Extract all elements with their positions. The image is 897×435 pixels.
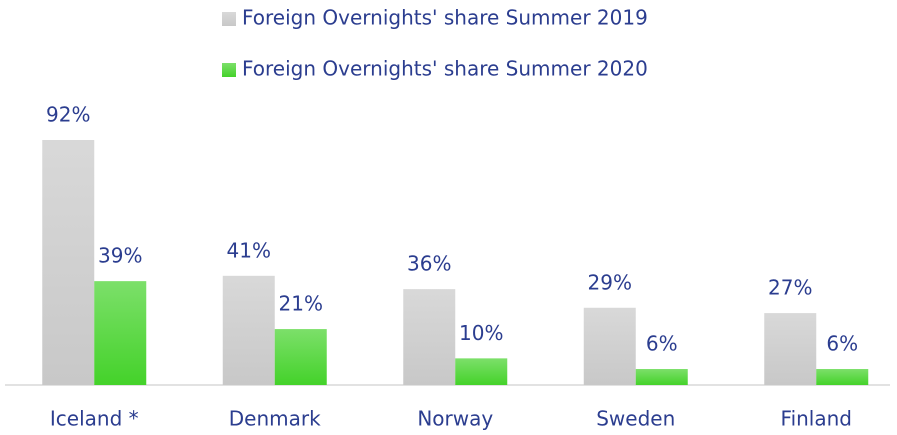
x-tick-label: Norway xyxy=(417,407,493,431)
bar xyxy=(455,358,508,385)
data-label: 29% xyxy=(588,270,632,294)
x-tick-label: Iceland * xyxy=(50,407,139,431)
x-tick-label: Sweden xyxy=(596,407,675,431)
bar xyxy=(816,369,869,385)
bar xyxy=(403,289,456,385)
bar xyxy=(635,369,688,385)
bar xyxy=(764,313,817,385)
bar xyxy=(274,329,327,385)
legend-swatch xyxy=(222,12,236,26)
x-tick-label: Denmark xyxy=(229,407,321,431)
legend-label: Foreign Overnights' share Summer 2020 xyxy=(242,57,648,81)
legend-label: Foreign Overnights' share Summer 2019 xyxy=(242,6,648,30)
bar xyxy=(222,275,275,385)
data-label: 39% xyxy=(98,244,142,268)
data-label: 41% xyxy=(227,238,271,262)
bar xyxy=(42,140,95,385)
x-tick-label: Finland xyxy=(781,407,852,431)
bar xyxy=(583,307,636,385)
data-label: 36% xyxy=(407,252,451,276)
data-label: 27% xyxy=(768,276,812,300)
bar xyxy=(94,281,147,385)
data-label: 6% xyxy=(646,332,678,356)
legend-swatch xyxy=(222,63,236,77)
data-label: 21% xyxy=(279,292,323,316)
data-label: 10% xyxy=(459,321,503,345)
data-label: 92% xyxy=(46,103,90,127)
data-label: 6% xyxy=(826,332,858,356)
